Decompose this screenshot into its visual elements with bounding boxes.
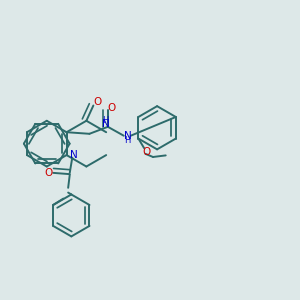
Text: N: N bbox=[102, 119, 110, 129]
Text: O: O bbox=[93, 97, 101, 107]
Text: O: O bbox=[108, 103, 116, 113]
Text: N: N bbox=[70, 150, 77, 160]
Text: H: H bbox=[102, 116, 109, 124]
Text: O: O bbox=[44, 168, 52, 178]
Text: N: N bbox=[124, 131, 131, 141]
Text: H: H bbox=[124, 136, 131, 145]
Text: O: O bbox=[142, 147, 151, 157]
